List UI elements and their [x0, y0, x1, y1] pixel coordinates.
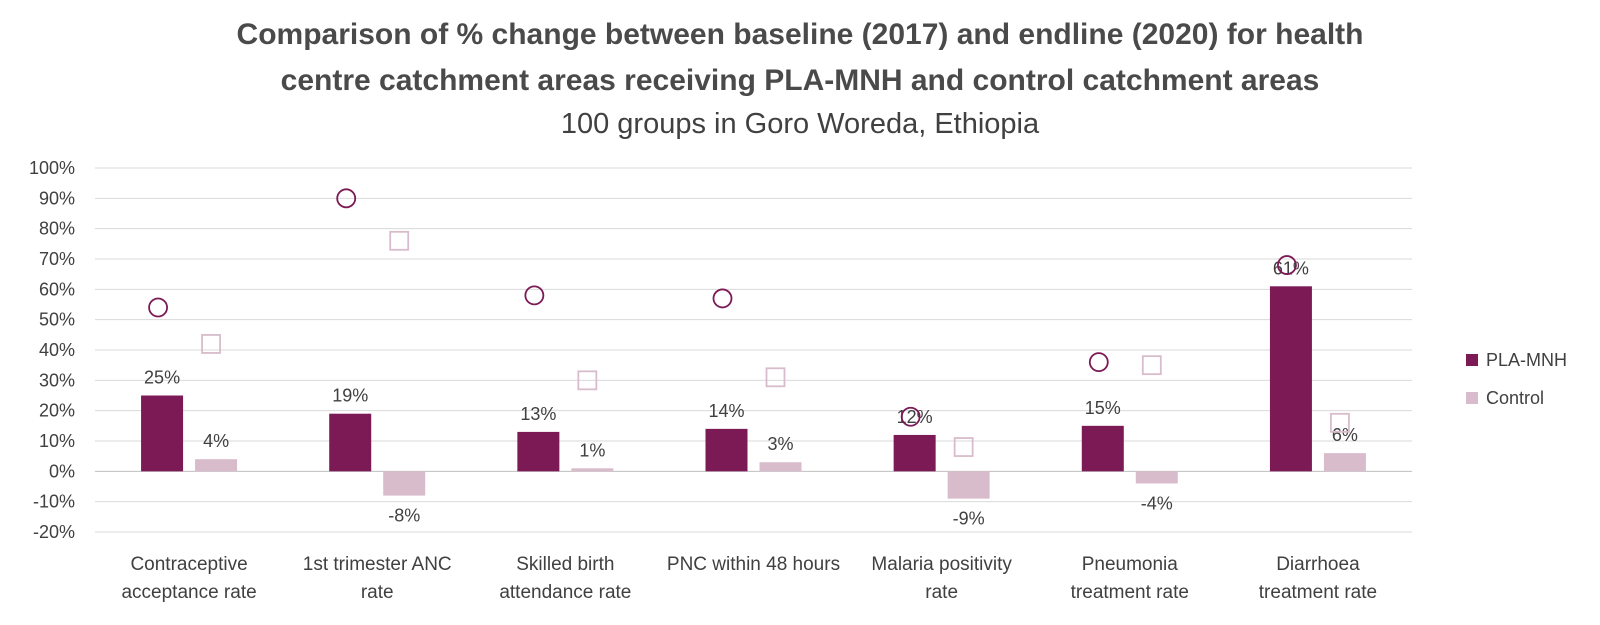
marker-square-control — [389, 230, 410, 251]
bar-control — [947, 471, 990, 499]
legend-item-control: Control — [1466, 388, 1544, 409]
data-label-control: -8% — [388, 506, 420, 526]
y-tick-label: -20% — [33, 522, 75, 542]
marker-circle-pla-mnh — [524, 285, 545, 306]
marker-circle-pla-mnh — [900, 406, 921, 427]
bar-pla-mnh — [1269, 286, 1312, 472]
y-tick-label: 60% — [39, 279, 75, 299]
marker-circle-pla-mnh — [712, 288, 733, 309]
category-label: 1st trimester ANC — [303, 554, 452, 575]
data-label-control: 3% — [767, 434, 793, 454]
bar-control — [759, 462, 802, 472]
marker-circle-pla-mnh — [148, 297, 168, 318]
y-tick-label: 40% — [39, 340, 75, 360]
marker-circle-pla-mnh — [1088, 352, 1109, 373]
legend-swatch-control — [1466, 392, 1478, 404]
y-tick-label: 80% — [39, 219, 75, 239]
data-label-pla-mnh: 12% — [897, 407, 933, 427]
bar-control — [195, 459, 238, 472]
marker-square-control — [577, 370, 598, 391]
data-label-control: 6% — [1332, 425, 1358, 445]
bar-control — [571, 468, 614, 472]
bar-pla-mnh — [517, 431, 560, 472]
marker-square-control — [953, 437, 974, 457]
data-label-pla-mnh: 15% — [1085, 398, 1121, 418]
category-label: treatment rate — [1259, 582, 1377, 603]
marker-square-control — [201, 334, 221, 354]
y-tick-label: 20% — [39, 401, 75, 421]
category-label: Pneumonia — [1082, 554, 1179, 575]
y-tick-label: 10% — [39, 431, 75, 451]
data-label-control: 4% — [203, 431, 229, 451]
bar-pla-mnh — [141, 395, 184, 472]
category-label: acceptance rate — [121, 582, 256, 603]
data-label-control: -9% — [953, 509, 985, 529]
y-tick-label: 90% — [39, 188, 75, 208]
marker-square-control — [1141, 355, 1162, 376]
bar-control — [383, 471, 426, 496]
category-label: treatment rate — [1071, 582, 1189, 603]
y-tick-label: 100% — [29, 158, 75, 178]
category-label: Contraceptive — [130, 554, 247, 575]
data-label-control: -4% — [1141, 493, 1173, 513]
data-label-pla-mnh: 13% — [520, 404, 556, 424]
category-label: rate — [925, 582, 958, 603]
marker-square-control — [1330, 412, 1350, 433]
marker-square-control — [765, 367, 786, 388]
bar-control — [1323, 453, 1366, 472]
data-label-pla-mnh: 25% — [144, 368, 180, 388]
category-label: rate — [361, 582, 394, 603]
legend-item-pla-mnh: PLA-MNH — [1466, 350, 1567, 371]
bar-pla-mnh — [893, 434, 936, 472]
category-label: attendance rate — [499, 582, 631, 603]
y-tick-label: 0% — [49, 461, 75, 481]
bar-pla-mnh — [705, 428, 748, 472]
y-tick-label: 70% — [39, 249, 75, 269]
marker-circle-pla-mnh — [1277, 255, 1297, 275]
data-label-pla-mnh: 14% — [708, 401, 744, 421]
bar-pla-mnh — [329, 413, 372, 472]
data-label-control: 1% — [579, 440, 605, 460]
category-label: Skilled birth — [516, 554, 614, 575]
category-label: PNC within 48 hours — [667, 554, 840, 575]
legend-label-control: Control — [1486, 388, 1545, 408]
category-label: Diarrhoea — [1276, 554, 1360, 575]
bar-pla-mnh — [1081, 425, 1124, 472]
legend-label-pla-mnh: PLA-MNH — [1486, 350, 1568, 370]
y-tick-label: 30% — [39, 370, 75, 390]
data-label-pla-mnh: 19% — [332, 386, 368, 406]
bar-control — [1135, 471, 1178, 484]
chart-title-line-1: Comparison of % change between baseline … — [236, 18, 1364, 51]
chart-subtitle: 100 groups in Goro Woreda, Ethiopia — [560, 108, 1040, 140]
chart-title-line-2: centre catchment areas receiving PLA-MNH… — [280, 64, 1320, 97]
legend-swatch-pla-mnh — [1466, 354, 1478, 366]
y-tick-label: -10% — [33, 492, 75, 512]
y-tick-label: 50% — [39, 310, 75, 330]
marker-circle-pla-mnh — [336, 188, 357, 209]
category-label: Malaria positivity — [871, 554, 1012, 575]
